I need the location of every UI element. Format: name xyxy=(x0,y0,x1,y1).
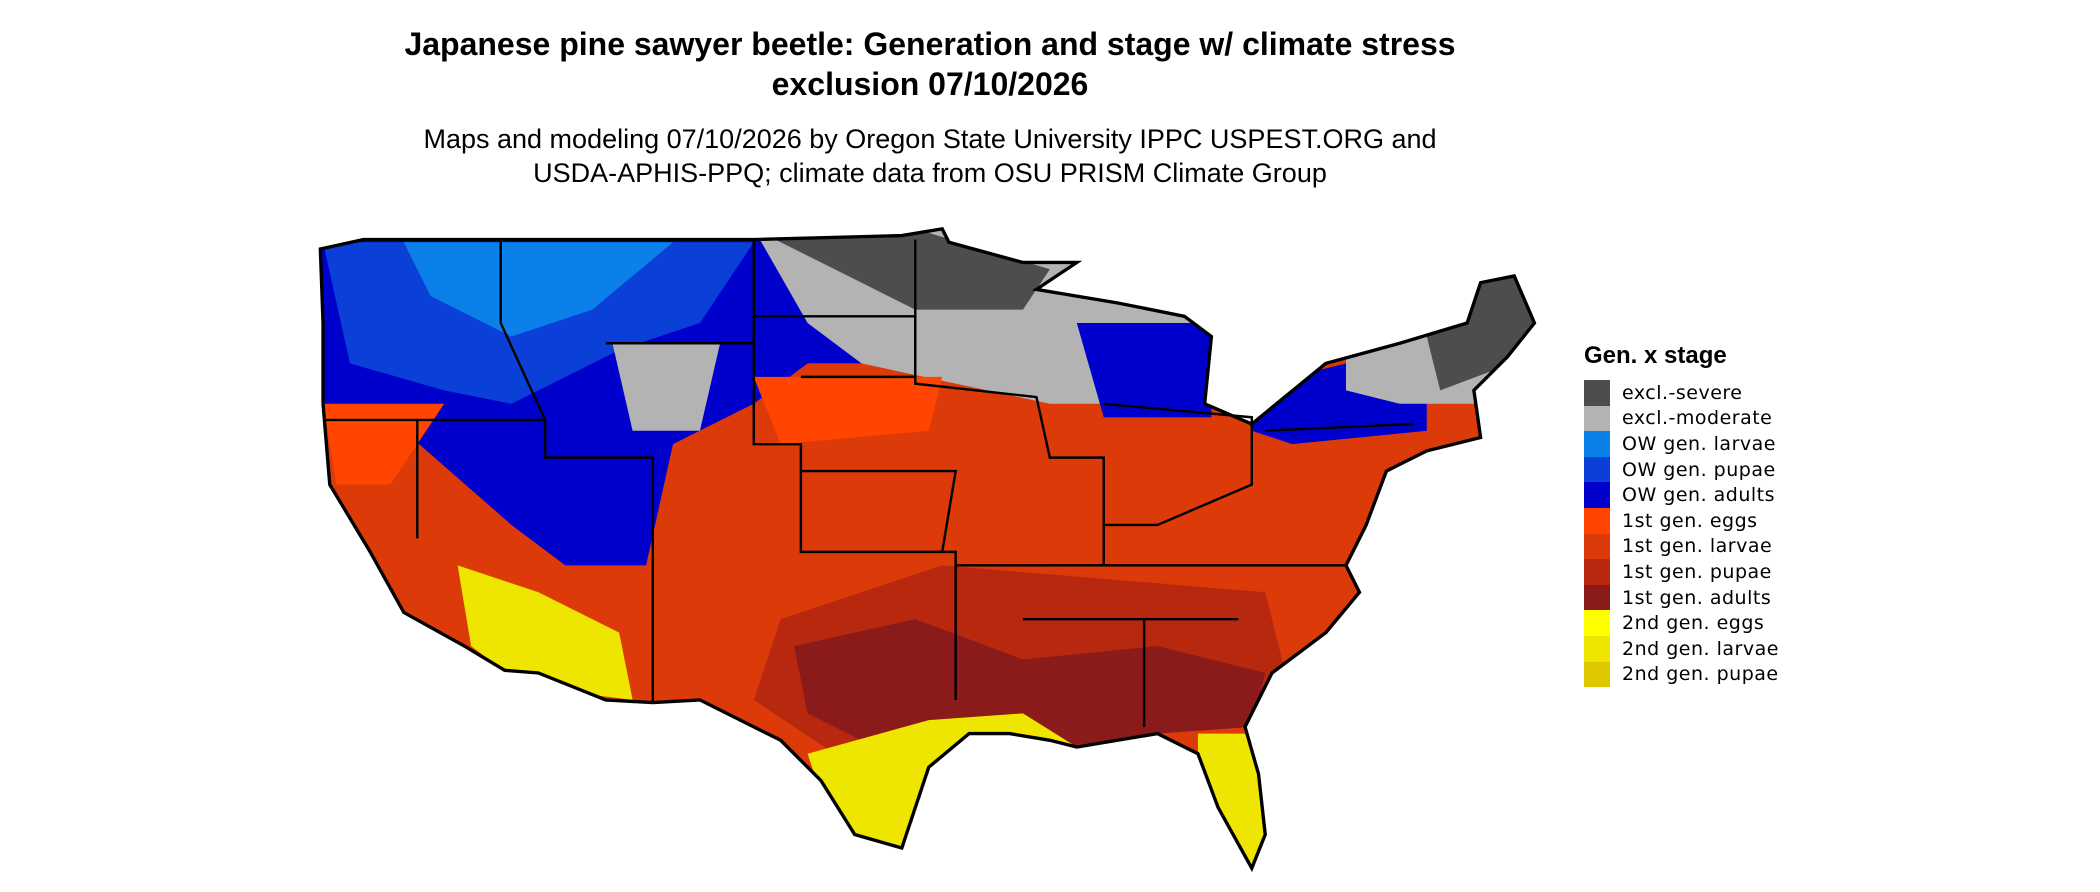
legend: Gen. x stage excl.-severe excl.-moderate O… xyxy=(1584,342,1779,688)
legend-item: 2nd gen. eggs xyxy=(1584,610,1779,636)
legend-swatch xyxy=(1584,456,1610,483)
legend-item: excl.-severe xyxy=(1584,380,1779,406)
legend-label: OW gen. pupae xyxy=(1622,458,1776,481)
legend-swatch xyxy=(1584,661,1610,688)
legend-label: excl.-moderate xyxy=(1622,407,1773,430)
legend-swatch xyxy=(1584,380,1610,406)
legend-items: excl.-severe excl.-moderate OW gen. larvae… xyxy=(1584,380,1779,688)
legend-swatch xyxy=(1584,482,1610,508)
legend-swatch xyxy=(1584,635,1610,662)
legend-item: excl.-moderate xyxy=(1584,405,1779,432)
legend-swatch xyxy=(1584,507,1610,534)
legend-label: 1st gen. eggs xyxy=(1622,509,1758,532)
legend-item: OW gen. pupae xyxy=(1584,456,1779,483)
legend-item: 2nd gen. larvae xyxy=(1584,635,1779,662)
legend-swatch xyxy=(1584,405,1610,432)
legend-label: excl.-severe xyxy=(1622,381,1743,404)
legend-label: OW gen. larvae xyxy=(1622,432,1776,455)
map-regions xyxy=(318,226,1537,873)
legend-swatch xyxy=(1584,533,1610,560)
legend-item: 1st gen. larvae xyxy=(1584,533,1779,560)
map-title: Japanese pine sawyer beetle: Generation … xyxy=(404,26,1456,102)
legend-item: OW gen. larvae xyxy=(1584,431,1779,457)
legend-swatch xyxy=(1584,610,1610,636)
legend-label: 1st gen. pupae xyxy=(1622,560,1772,583)
legend-label: OW gen. adults xyxy=(1622,484,1776,507)
legend-swatch xyxy=(1584,584,1610,611)
legend-item: 1st gen. pupae xyxy=(1584,559,1779,585)
legend-title: Gen. x stage xyxy=(1584,342,1727,369)
legend-label: 2nd gen. larvae xyxy=(1622,637,1779,660)
legend-swatch xyxy=(1584,559,1610,585)
legend-label: 2nd gen. eggs xyxy=(1622,612,1765,635)
legend-label: 1st gen. adults xyxy=(1622,586,1772,609)
legend-swatch xyxy=(1584,431,1610,457)
legend-label: 1st gen. larvae xyxy=(1622,535,1773,558)
legend-item: 1st gen. eggs xyxy=(1584,507,1779,534)
map-subtitle: Maps and modeling 07/10/2026 by Oregon S… xyxy=(423,124,1437,188)
legend-item: 2nd gen. pupae xyxy=(1584,661,1779,688)
legend-item: OW gen. adults xyxy=(1584,482,1779,508)
legend-item: 1st gen. adults xyxy=(1584,584,1779,611)
legend-label: 2nd gen. pupae xyxy=(1622,663,1779,686)
